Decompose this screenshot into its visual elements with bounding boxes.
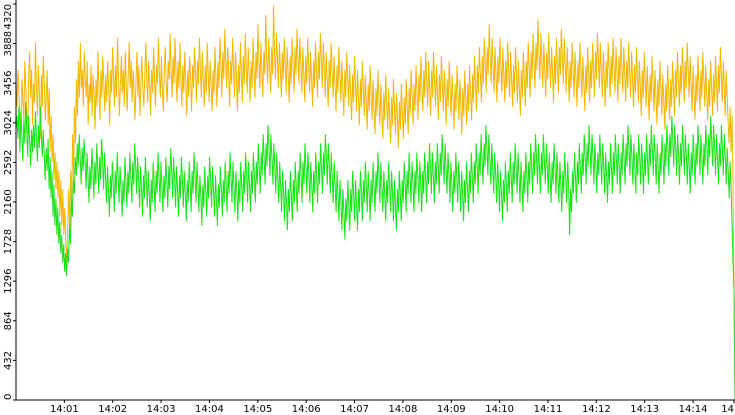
y-axis-ticks: 0 432 864 1296 1728 2160 2592 3024 3456 3888 4320	[3, 3, 16, 401]
series-line-0	[15, 5, 735, 401]
y-tick-label: 1296	[3, 268, 14, 293]
x-tick-label: 14:09	[437, 404, 466, 415]
y-tick-label: 2592	[3, 150, 14, 175]
y-tick-label: 3456	[3, 70, 14, 95]
x-tick-label: 14:11	[534, 404, 563, 415]
x-tick-label: 14:02	[98, 404, 127, 415]
x-tick-label: 14:01	[50, 404, 79, 415]
x-tick-label: 14:05	[243, 404, 272, 415]
x-tick-label: 14:08	[388, 404, 417, 415]
y-tick-label: 4320	[3, 4, 14, 29]
y-tick-label: 2160	[3, 189, 14, 214]
axes	[15, 0, 735, 401]
x-tick-label: 14:03	[147, 404, 176, 415]
x-tick-label: 14:10	[485, 404, 514, 415]
x-axis-ticks: 14:01 14:02 14:03 14:04 14:05 14:06 14:07 14:08…	[50, 400, 735, 415]
x-tick-label: 14:12	[582, 404, 611, 415]
x-tick-label: 14:13	[630, 404, 659, 415]
y-tick-label: 3888	[3, 31, 14, 56]
series-line-1	[15, 102, 735, 401]
x-tick-label: 14	[721, 404, 734, 415]
x-tick-label: 14:06	[292, 404, 321, 415]
y-tick-label: 864	[3, 311, 14, 330]
y-tick-label: 1728	[3, 229, 14, 254]
plot-area	[15, 5, 735, 401]
y-tick-label: 3024	[3, 110, 14, 135]
x-tick-label: 14:04	[195, 404, 224, 415]
y-tick-label: 0	[3, 394, 14, 400]
x-tick-label: 14:07	[340, 404, 369, 415]
y-tick-label: 432	[3, 351, 14, 370]
x-tick-label: 14:14	[679, 404, 708, 415]
